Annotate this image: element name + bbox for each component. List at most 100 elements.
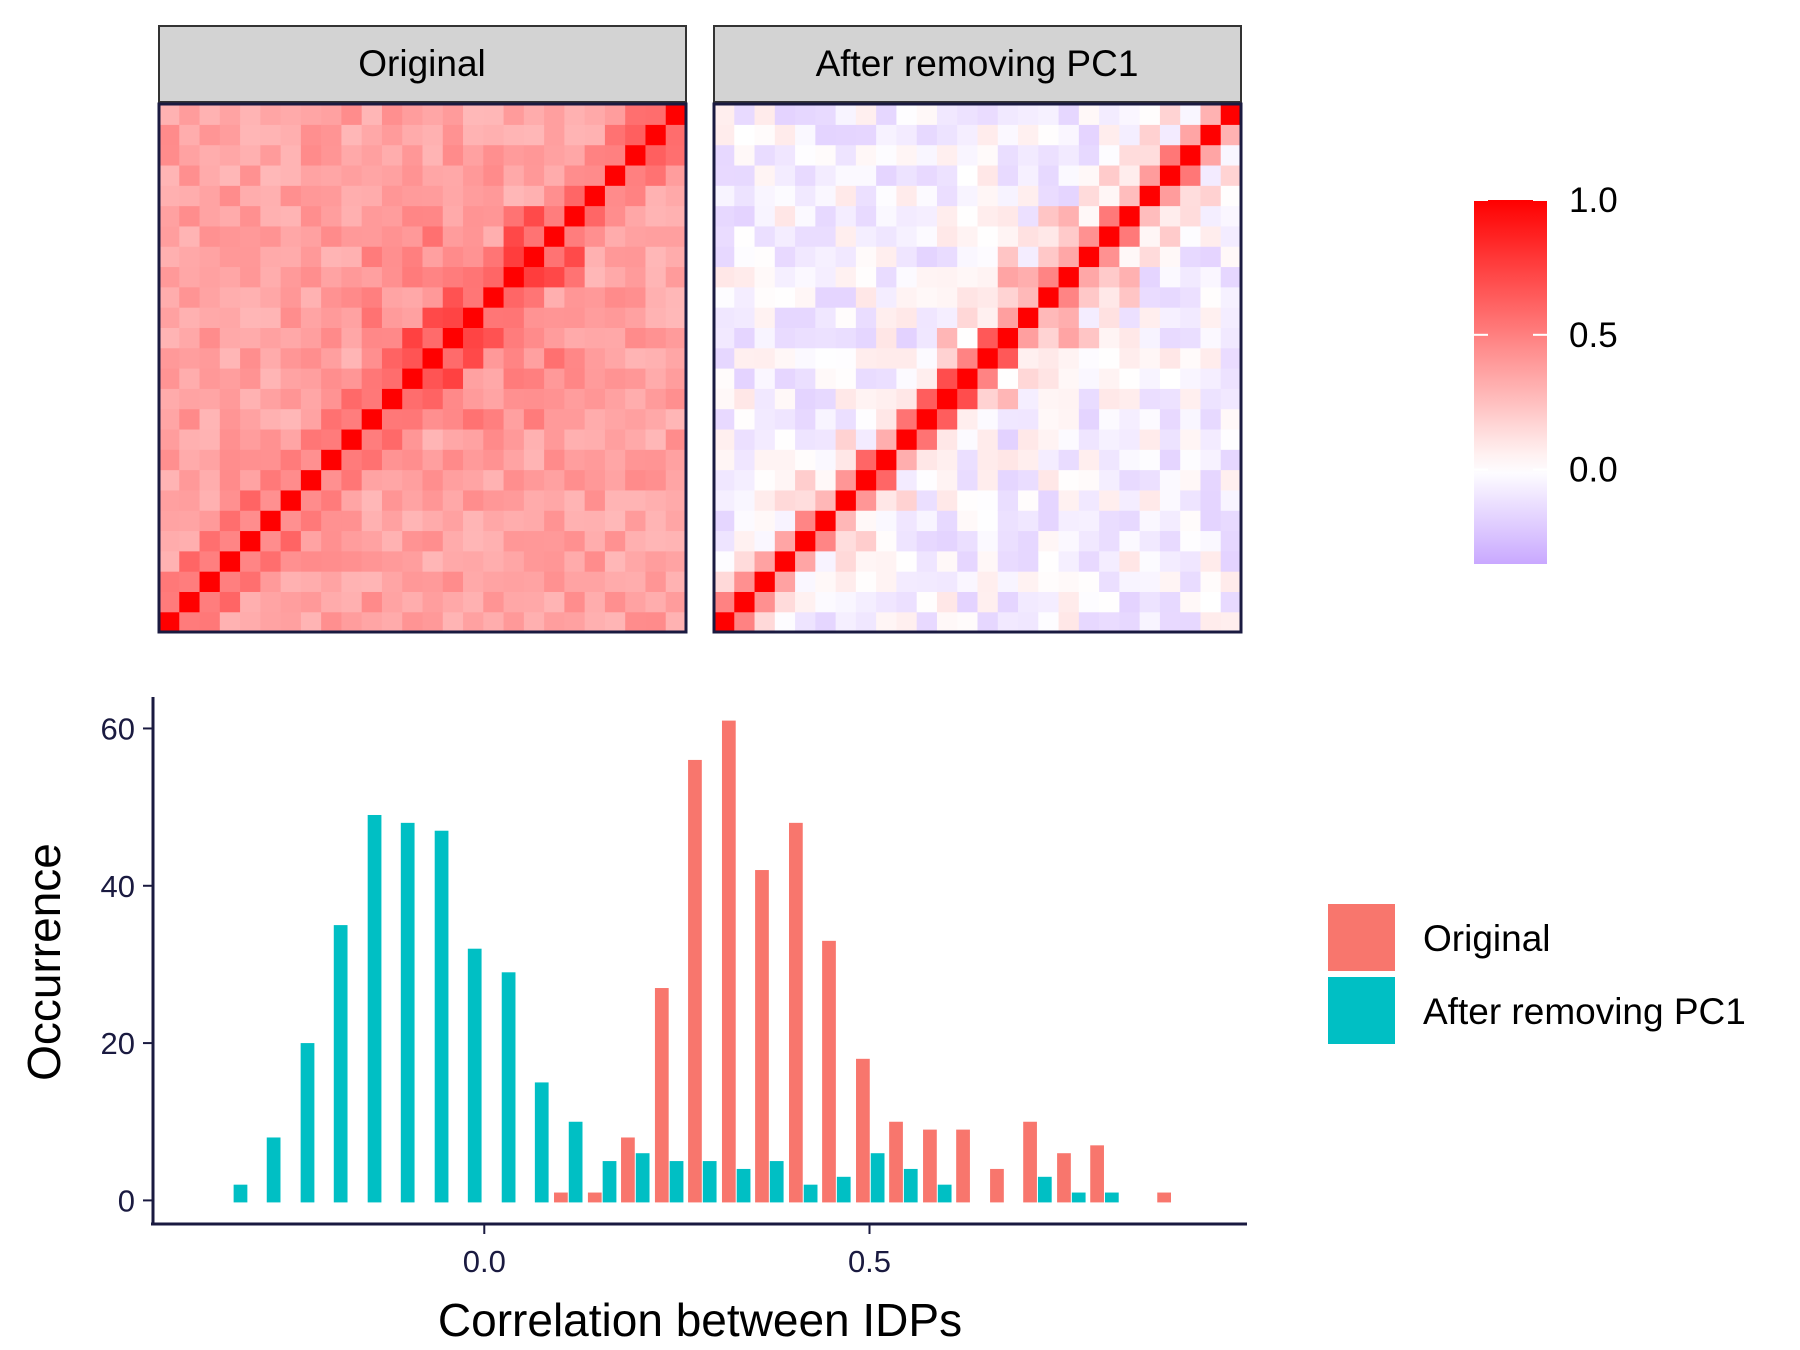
heatmap-cell: [300, 225, 322, 247]
heatmap-cell: [300, 164, 322, 186]
heatmap-cell: [1200, 591, 1222, 613]
heatmap-cell: [321, 611, 343, 633]
heatmap-cell: [1119, 185, 1141, 207]
heatmap-cell: [997, 164, 1019, 186]
heatmap-cell: [625, 124, 647, 146]
heatmap-cell: [1119, 591, 1141, 613]
heatmap-cell: [1200, 611, 1222, 633]
heatmap-cell: [876, 205, 898, 227]
heatmap-cell: [361, 185, 383, 207]
heatmap-cell: [997, 611, 1019, 633]
heatmap-cell: [876, 124, 898, 146]
heatmap-cell: [625, 225, 647, 247]
heatmap-cell: [1119, 388, 1141, 410]
heatmap-cell: [564, 469, 586, 491]
heatmap-cell: [734, 368, 756, 389]
heatmap-cell: [584, 510, 606, 532]
heatmap-cell: [341, 550, 363, 572]
heatmap-cell: [179, 408, 201, 430]
heatmap-cell: [523, 368, 545, 389]
heatmap-cell: [977, 388, 999, 410]
heatmap-cell: [1038, 104, 1060, 125]
heatmap-cell: [240, 530, 261, 552]
heatmap-cell: [1099, 347, 1120, 369]
heatmap-cell: [463, 611, 484, 633]
heatmap-cell: [503, 591, 525, 613]
heatmap-cell: [381, 611, 403, 633]
heatmap-cell: [604, 449, 626, 471]
heatmap-cell: [159, 510, 180, 532]
heatmap-cell: [321, 347, 343, 369]
bar-after-removing-pc1: [736, 1168, 751, 1203]
heatmap-cell: [321, 388, 343, 410]
heatmap-cell: [523, 550, 545, 572]
heatmap-cell: [240, 550, 261, 572]
heatmap-cell: [1220, 266, 1242, 288]
heatmap-cell: [422, 489, 444, 511]
heatmap-cell: [855, 489, 877, 511]
heatmap-cell: [1200, 428, 1222, 450]
heatmap-cell: [714, 571, 735, 592]
heatmap-cell: [1018, 246, 1039, 268]
heatmap-cell: [734, 286, 756, 308]
heatmap-cell: [1058, 327, 1080, 349]
heatmap-cell: [523, 428, 545, 450]
heatmap-cell: [1220, 611, 1242, 633]
legend-key-after: [1328, 977, 1395, 1044]
heatmap-cell: [584, 246, 606, 268]
heatmap-cell: [1038, 469, 1060, 491]
heatmap-cell: [774, 449, 796, 471]
heatmap-cell: [645, 469, 667, 491]
bar-after-removing-pc1: [300, 1043, 315, 1203]
heatmap-cell: [1038, 164, 1060, 186]
heatmap-cell: [774, 104, 796, 125]
colorbar-gradient: [1474, 200, 1547, 564]
heatmap-cell: [604, 611, 626, 633]
heatmap-cell: [260, 489, 282, 511]
heatmap-cell: [795, 266, 816, 288]
heatmap-cell: [1200, 408, 1222, 430]
heatmap-cell: [665, 164, 687, 186]
heatmap-cell: [300, 368, 322, 389]
heatmap-cell: [564, 428, 586, 450]
heatmap-cell: [483, 347, 505, 369]
bar-original: [1057, 1153, 1071, 1203]
heatmap-cell: [855, 591, 877, 613]
heatmap-cell: [240, 124, 261, 146]
heatmap-cell: [260, 591, 282, 613]
heatmap-cell: [523, 246, 545, 268]
heatmap-cell: [665, 611, 687, 633]
heatmap-cell: [997, 307, 1019, 328]
heatmap-cell: [321, 327, 343, 349]
heatmap-cell: [402, 368, 424, 389]
heatmap-cell: [179, 205, 201, 227]
heatmap-cell: [1180, 266, 1202, 288]
heatmap-cell: [1099, 225, 1120, 247]
heatmap-cell: [483, 144, 505, 166]
heatmap-cell: [1018, 124, 1039, 146]
heatmap-cell: [835, 571, 857, 592]
heatmap-cell: [564, 408, 586, 430]
heatmap-cell: [795, 428, 816, 450]
heatmap-cell: [159, 185, 180, 207]
heatmap-cell: [442, 327, 464, 349]
heatmap-cell: [280, 225, 302, 247]
heatmap-cell: [855, 550, 877, 572]
heatmap-cell: [159, 347, 180, 369]
heatmap-cell: [916, 144, 938, 166]
strip-after-bg: [713, 25, 1242, 103]
heatmap-cell: [734, 205, 756, 227]
strip-after-label: After removing PC1: [816, 43, 1139, 84]
heatmap-cell: [734, 489, 756, 511]
heatmap-cell: [665, 449, 687, 471]
heatmap-cell: [1078, 327, 1100, 349]
heatmap-cell: [219, 591, 241, 613]
heatmap-cell: [1078, 286, 1100, 308]
heatmap-cell: [835, 104, 857, 125]
heatmap-cell: [774, 408, 796, 430]
heatmap-cell: [665, 266, 687, 288]
heatmap-cell: [1220, 205, 1242, 227]
heatmap-cell: [977, 144, 999, 166]
heatmap-cell: [300, 408, 322, 430]
heatmap-cell: [402, 144, 424, 166]
